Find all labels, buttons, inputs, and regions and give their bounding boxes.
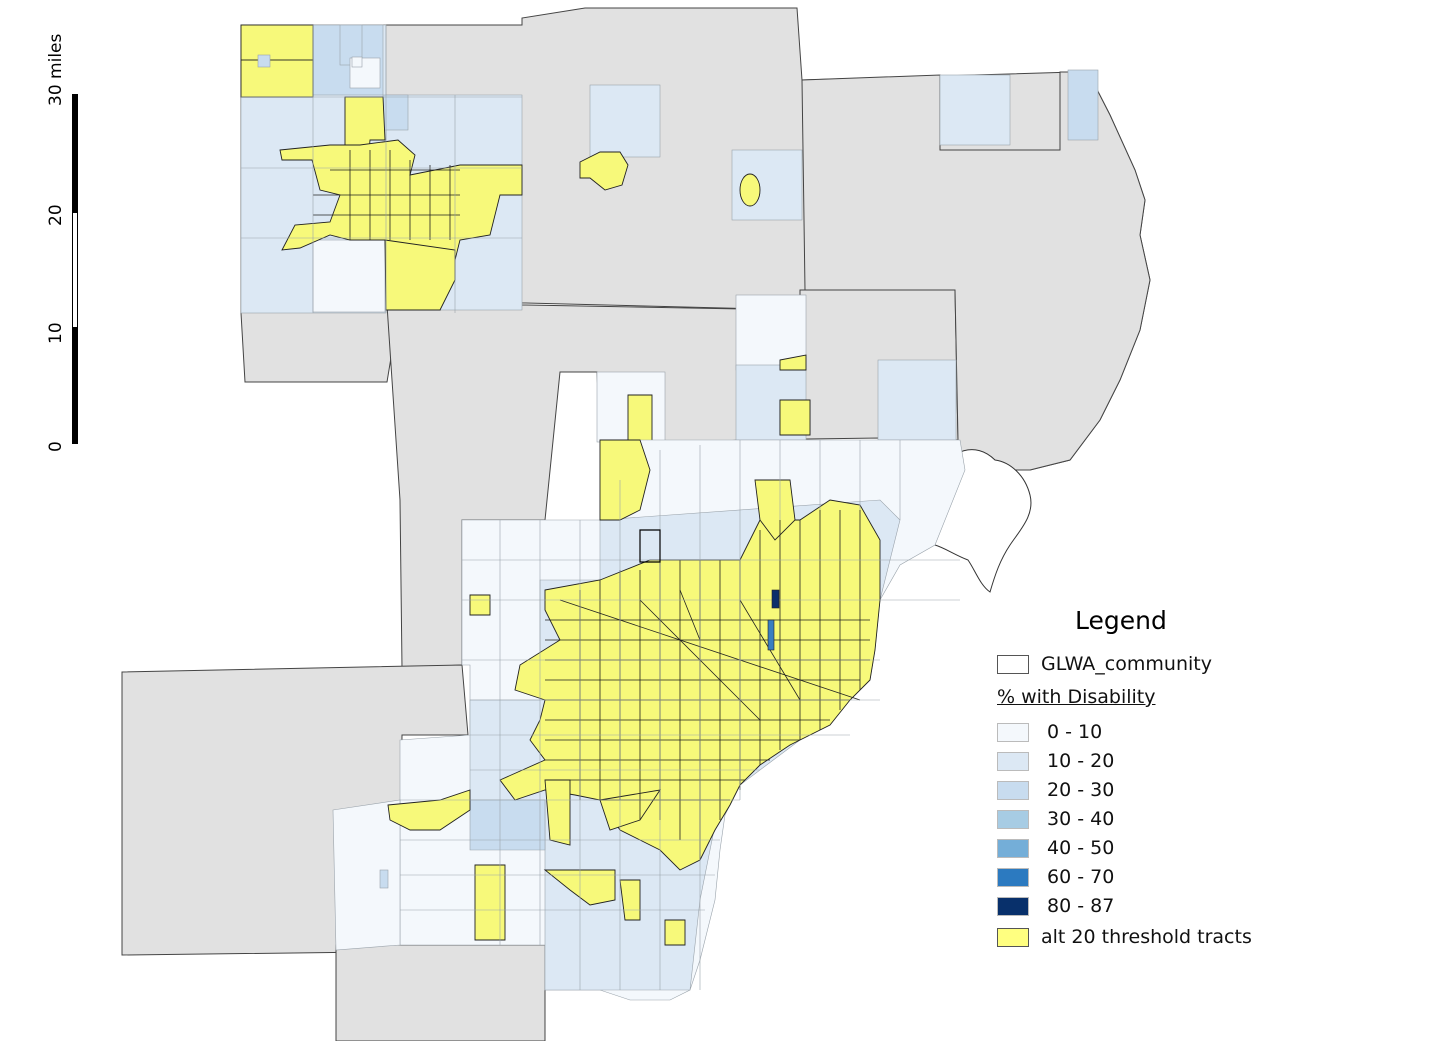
legend-row-class: 30 - 40 <box>997 808 1114 830</box>
legend-label-class: 60 - 70 <box>1047 866 1115 888</box>
legend-swatch-class <box>997 751 1029 771</box>
legend-label-class: 40 - 50 <box>1047 837 1115 859</box>
scale-unit-label: 30 miles <box>46 33 66 106</box>
scale-bar-segment-mid <box>72 212 78 328</box>
tracts-northwest <box>240 24 523 314</box>
legend-swatch-threshold <box>997 927 1029 947</box>
legend-title: Legend <box>1075 606 1167 635</box>
legend-row-class: 60 - 70 <box>997 866 1114 888</box>
legend-label-class: 30 - 40 <box>1047 808 1115 830</box>
legend-row-class: 80 - 87 <box>997 895 1114 917</box>
legend-row-class: 20 - 30 <box>997 779 1114 801</box>
legend-swatch-community <box>997 654 1029 674</box>
legend-swatch-class <box>997 722 1029 742</box>
scale-tick-0: 0 <box>46 441 66 452</box>
scale-bar: 30 miles 0 10 20 <box>30 28 90 458</box>
county-east-shore <box>801 71 1151 472</box>
legend-swatch-class <box>997 867 1029 887</box>
legend-row-class: 40 - 50 <box>997 837 1114 859</box>
scale-bar-segment-bottom <box>72 328 78 444</box>
legend-swatch-class <box>997 809 1029 829</box>
legend-row-threshold: alt 20 threshold tracts <box>997 926 1252 948</box>
legend-row-class: 10 - 20 <box>997 750 1114 772</box>
urban-core <box>499 499 881 871</box>
legend-label-community: GLWA_community <box>1041 653 1212 675</box>
legend-subtitle: % with Disability <box>997 686 1156 708</box>
legend-label-threshold: alt 20 threshold tracts <box>1041 926 1252 948</box>
glwa-community-outline <box>639 529 661 563</box>
scale-tick-20: 20 <box>46 204 66 226</box>
legend-label-class: 20 - 30 <box>1047 779 1115 801</box>
tracts-metro <box>332 294 966 1001</box>
scale-tick-10: 10 <box>46 322 66 344</box>
legend-label-class: 80 - 87 <box>1047 895 1115 917</box>
legend-label-class: 10 - 20 <box>1047 750 1115 772</box>
scale-bar-segment-top <box>72 94 78 212</box>
legend-swatch-class <box>997 838 1029 858</box>
tracts-north-central <box>579 69 1099 221</box>
legend-label-class: 0 - 10 <box>1047 721 1103 743</box>
legend-row-class: 0 - 10 <box>997 721 1102 743</box>
legend-row-community: GLWA_community <box>997 653 1212 675</box>
legend-swatch-class <box>997 896 1029 916</box>
county-south <box>335 944 546 1041</box>
legend-swatch-class <box>997 780 1029 800</box>
